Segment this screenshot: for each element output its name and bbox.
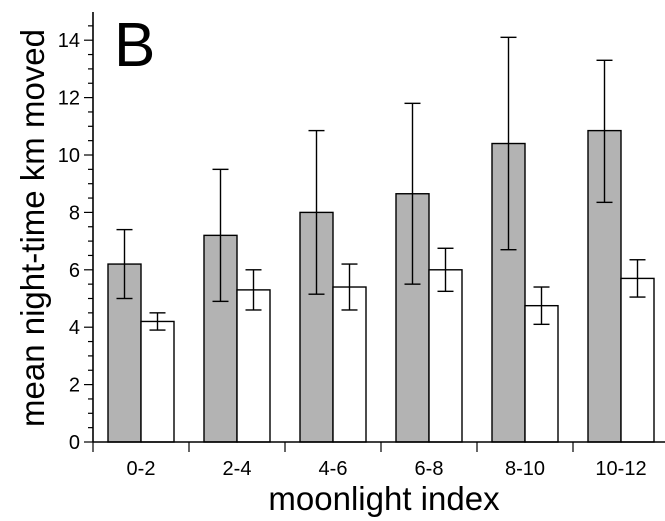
- y-tick-label: 2: [69, 375, 80, 397]
- y-tick-label: 0: [69, 432, 80, 454]
- y-tick-label: 14: [58, 30, 80, 52]
- x-axis-title: moonlight index: [268, 480, 500, 517]
- bars-layer: [107, 129, 655, 443]
- y-tick-label: 12: [58, 88, 80, 110]
- bar: [620, 277, 655, 443]
- x-tick-label: 4-6: [319, 458, 348, 480]
- x-tick-label: 10-12: [595, 458, 646, 480]
- bar: [524, 304, 559, 443]
- bar: [428, 269, 463, 443]
- y-axis-title: mean night-time km moved: [14, 29, 51, 427]
- y-tick-label: 4: [69, 317, 80, 339]
- y-tick-label: 6: [69, 260, 80, 282]
- x-tick-label: 8-10: [505, 458, 545, 480]
- bar: [236, 289, 271, 443]
- error-bars-layer: [116, 36, 646, 331]
- x-ticks-layer: 0-2 2-4 4-6 6-8 8-10 10-12: [92, 442, 647, 480]
- panel-letter: B: [114, 11, 155, 80]
- y-ticks-layer: 0 2 4 6 8 10 12 14: [58, 25, 93, 454]
- axes-layer: [92, 12, 665, 443]
- bar: [140, 320, 175, 443]
- x-tick-label: 0-2: [127, 458, 156, 480]
- x-tick-label: 6-8: [415, 458, 444, 480]
- y-tick-label: 10: [58, 145, 80, 167]
- x-tick-label: 2-4: [223, 458, 252, 480]
- y-tick-label: 8: [69, 202, 80, 224]
- bar: [332, 286, 367, 443]
